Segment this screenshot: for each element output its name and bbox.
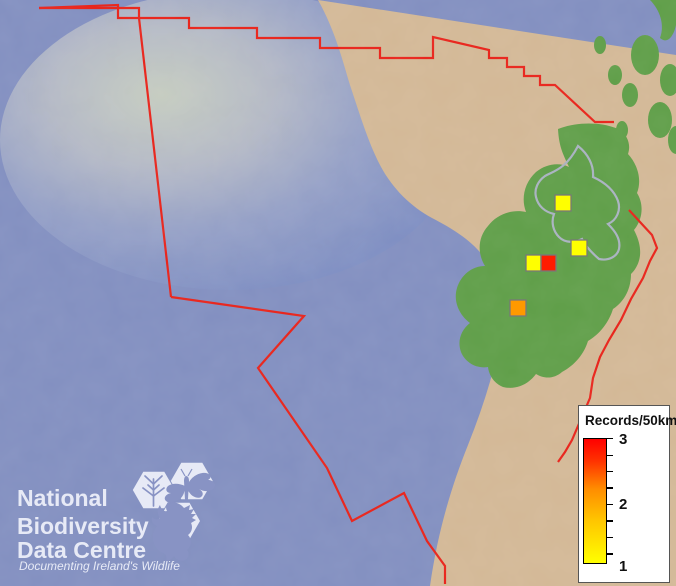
svg-text:Documenting Ireland's Wildlife: Documenting Ireland's Wildlife xyxy=(19,559,180,573)
svg-text:Biodiversity: Biodiversity xyxy=(17,513,149,539)
svg-text:National: National xyxy=(17,485,108,511)
